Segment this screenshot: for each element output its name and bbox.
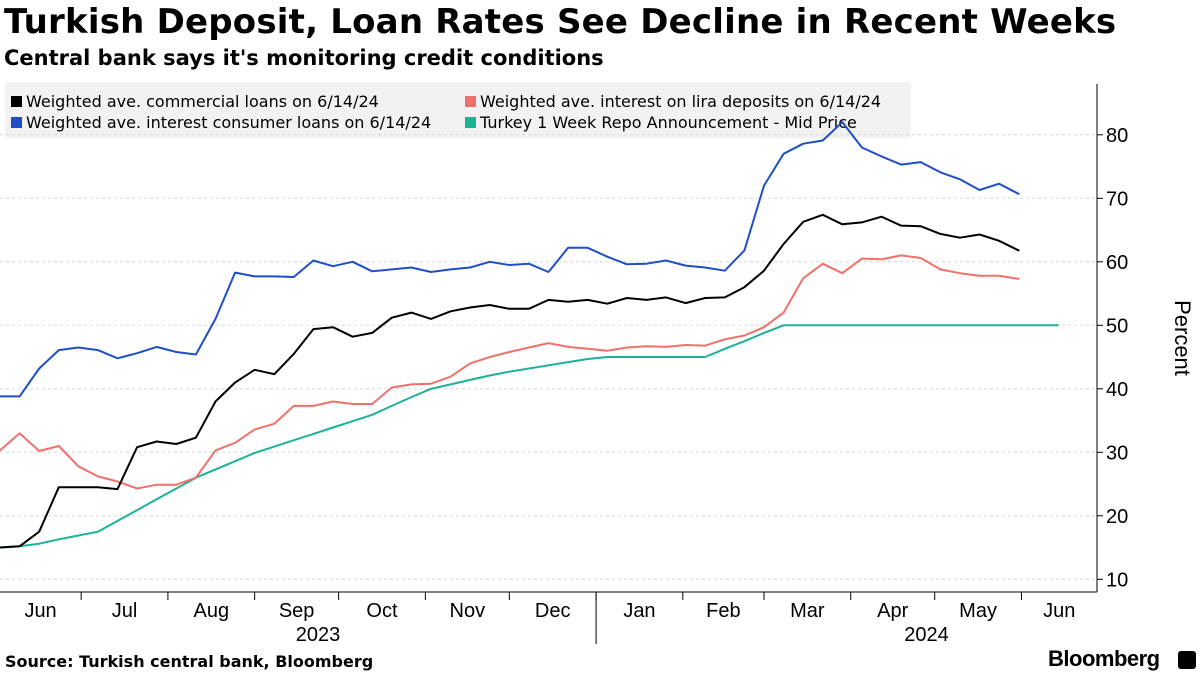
legend-swatch [11,117,22,128]
y-axis-title: Percent [1170,300,1195,376]
x-year-label: 2024 [904,624,949,646]
chart-title: Turkish Deposit, Loan Rates See Decline … [4,2,1117,42]
legend: Weighted ave. commercial loans on 6/14/2… [5,82,911,138]
x-month-label: Aug [193,600,229,622]
x-month-label: Apr [877,600,908,622]
x-month-label: Oct [366,600,398,622]
x-month-label: May [959,600,997,622]
series-line [0,254,1020,490]
series-line [0,213,1020,549]
x-month-label: Feb [706,600,740,622]
legend-swatch [465,96,476,107]
legend-swatch [465,117,476,128]
x-month-label: Dec [535,600,571,622]
bloomberg-terminal-icon [1178,651,1196,669]
source-note: Source: Turkish central bank, Bloomberg [5,652,374,671]
y-tick-label: 50 [1106,315,1128,337]
legend-item-consumer-loans: Weighted ave. interest consumer loans on… [11,113,431,132]
x-month-label: Mar [790,600,825,622]
y-tick-label: 40 [1106,379,1128,401]
y-tick-label: 60 [1106,252,1128,274]
series-line [0,324,1059,549]
y-tick-label: 10 [1106,569,1128,591]
y-tick-label: 30 [1106,442,1128,464]
x-month-label: Jun [1043,600,1075,622]
x-month-label: Jan [623,600,655,622]
y-tick-label: 70 [1106,188,1128,210]
legend-label: Weighted ave. interest on lira deposits … [480,92,882,111]
legend-label: Weighted ave. interest consumer loans on… [26,113,432,132]
x-year-label: 2023 [296,624,341,646]
legend-item-repo-rate: Turkey 1 Week Repo Announcement - Mid Pr… [465,113,857,132]
legend-label: Weighted ave. commercial loans on 6/14/2… [26,92,379,111]
x-month-label: Sep [279,600,315,622]
legend-item-lira-deposits: Weighted ave. interest on lira deposits … [465,92,881,111]
legend-label: Turkey 1 Week Repo Announcement - Mid Pr… [480,113,857,132]
bloomberg-logo: Bloomberg [1048,646,1160,671]
x-month-label: Jul [112,600,138,622]
x-month-label: Nov [450,600,486,622]
x-month-label: Jun [24,600,56,622]
y-tick-label: 80 [1106,125,1128,147]
legend-item-commercial-loans: Weighted ave. commercial loans on 6/14/2… [11,92,379,111]
y-tick-label: 20 [1106,506,1128,528]
legend-swatch [11,96,22,107]
series-line [0,121,1020,398]
chart-subtitle: Central bank says it's monitoring credit… [4,46,604,70]
